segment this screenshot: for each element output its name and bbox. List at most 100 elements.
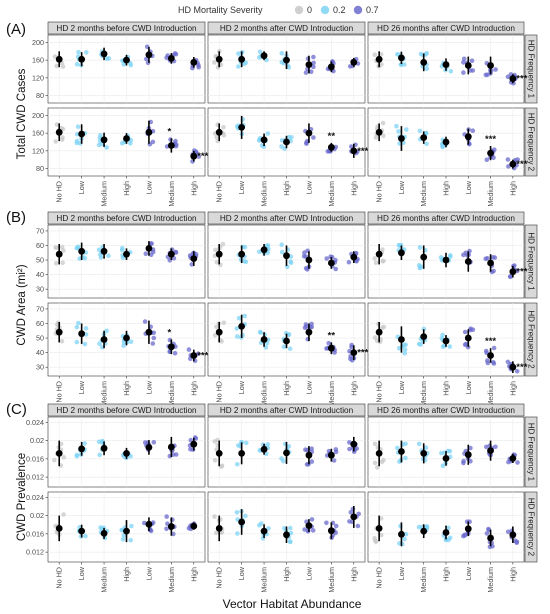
figure-a-mean-point [509,75,517,83]
figure-a-replicate-point [60,64,66,69]
figure-c-row-title-0: HD Frequency 1 [527,423,536,482]
figure-a-replicate-point [74,131,80,137]
figure-b-replicate-point [213,247,218,253]
figure-b-significance-label: *** [516,362,527,373]
figure-c-mean-point [464,451,472,459]
figure-b-mean-point [283,337,290,345]
figure-c-mean-point [487,447,494,454]
figure-c-mean-point [78,527,86,535]
figure-b-y-tick-label: 40 [36,270,44,279]
figure-c-replicate-point [347,519,352,524]
figure-b-column-title-1: HD 2 months after CWD Introduction [220,214,354,223]
figure-b-mean-point [100,336,108,343]
figure-b-mean-point [420,333,428,340]
figure-b-replicate-point [151,330,156,336]
figure-b-column-title-2: HD 26 months after CWD Introduction [377,214,515,223]
figure-a-replicate-point [515,157,520,162]
figure-b-mean-point [260,336,268,343]
figure-c-mean-point [238,518,246,526]
figure-c-replicate-point [310,528,316,533]
figure-a-replicate-point [236,64,241,69]
figure-b-replicate-point [483,256,489,262]
figure-b-replicate-point [104,328,109,334]
figure-c-replicate-point [142,520,147,526]
figure-b-replicate-point [234,326,240,331]
figure-b-replicate-point [372,256,378,261]
figure-c-mean-point [327,451,335,459]
figure-c-replicate-point [282,526,287,531]
figure-a-y-tick-label: 160 [32,56,44,65]
figure-b-mean-point [260,246,268,254]
figure-c-y-tick-label: 0.02 [30,436,44,445]
figure-b-column-strip-2 [367,211,525,225]
figure-c-replicate-point [462,532,468,538]
figure-a-replicate-point [381,133,386,139]
figure-a-replicate-point [395,52,400,57]
figure-a-replicate-point [286,134,292,140]
figure-b-replicate-point [148,241,154,246]
figure-a-mean-point [398,54,405,62]
figure-a-mean-point [305,129,313,137]
figure-c-replicate-point [403,455,408,461]
figure-a-significance-label: *** [357,146,368,157]
figure-b-column-title-0: HD 2 months before CWD Introduction [56,214,197,223]
figure-b-replicate-point [189,262,195,267]
figure-c-replicate-point [243,513,248,519]
figure-a-x-tick-label: High [349,181,358,196]
figure-c-replicate-point [265,442,271,447]
figure-a-mean-point [123,56,130,64]
figure-c-mean-point [305,522,313,529]
figure-a-x-tick-label: Low [144,180,153,194]
figure-b-x-tick-label: Medium [260,381,269,407]
figure-c-tag: (C) [6,401,27,418]
figure-a-mean-point [260,52,268,60]
figure-c-column-strip-2 [367,403,525,417]
figure-a-x-tick-label: Low [397,180,406,194]
figure-a-replicate-point [468,68,473,73]
figure-b-x-tick-label: No HD [55,381,64,403]
figure-a-replicate-point [303,70,309,75]
figure-b-x-tick-label: Low [77,380,86,394]
figure-a-replicate-point [347,64,353,69]
figure-c-replicate-point [119,527,124,533]
figure-c-replicate-point [309,459,315,464]
figure-b-mean-point [238,250,246,258]
figure-b-replicate-point [151,335,157,341]
figure-b-significance-label: ** [328,330,336,341]
figure-b-replicate-point [309,321,314,327]
figure-c-mean-point [442,455,450,462]
figure-a-replicate-point [493,67,498,72]
figure-b-replicate-point [74,324,80,330]
figure-a-replicate-point [378,52,384,57]
figure-b-replicate-point [465,344,471,350]
figure-c-replicate-point [61,512,66,517]
figure-b-y-tick-label: 50 [36,334,44,343]
figure-a-x-tick-label: Low [304,180,313,194]
figure-c-replicate-point [446,525,451,531]
figure-c-replicate-point [288,539,293,545]
figure-b-row-title-1: HD Frequency 2 [527,310,536,369]
figure-b-replicate-point [106,253,111,258]
figure-c-mean-point [509,531,517,539]
figure-a-replicate-point [236,51,241,56]
figure-b-mean-point [167,250,175,258]
figure-b-mean-point [283,252,290,260]
figure-c-row-strip-1 [524,491,538,563]
figure-c-mean-point [145,444,153,451]
legend-label-1: 0.2 [333,5,346,15]
figure-b-mean-point [398,336,405,343]
figure-c-replicate-point [355,523,361,529]
figure-b-replicate-point [279,249,285,255]
figure-b-row-strip-1 [524,302,538,377]
figure-c-mean-point [442,529,450,536]
figure-c-column-strip-0 [47,403,206,417]
figure-a-replicate-point [104,145,109,150]
figure-c-replicate-point [515,460,520,465]
figure-c-replicate-point [440,463,446,469]
figure-a-replicate-point [469,58,475,63]
figure-c-replicate-point [302,527,307,532]
figure-b-replicate-point [281,344,287,350]
figure-a-replicate-point [53,139,59,144]
figure-b-y-tick-label: 50 [36,256,44,265]
figure-b-replicate-point [59,338,65,344]
